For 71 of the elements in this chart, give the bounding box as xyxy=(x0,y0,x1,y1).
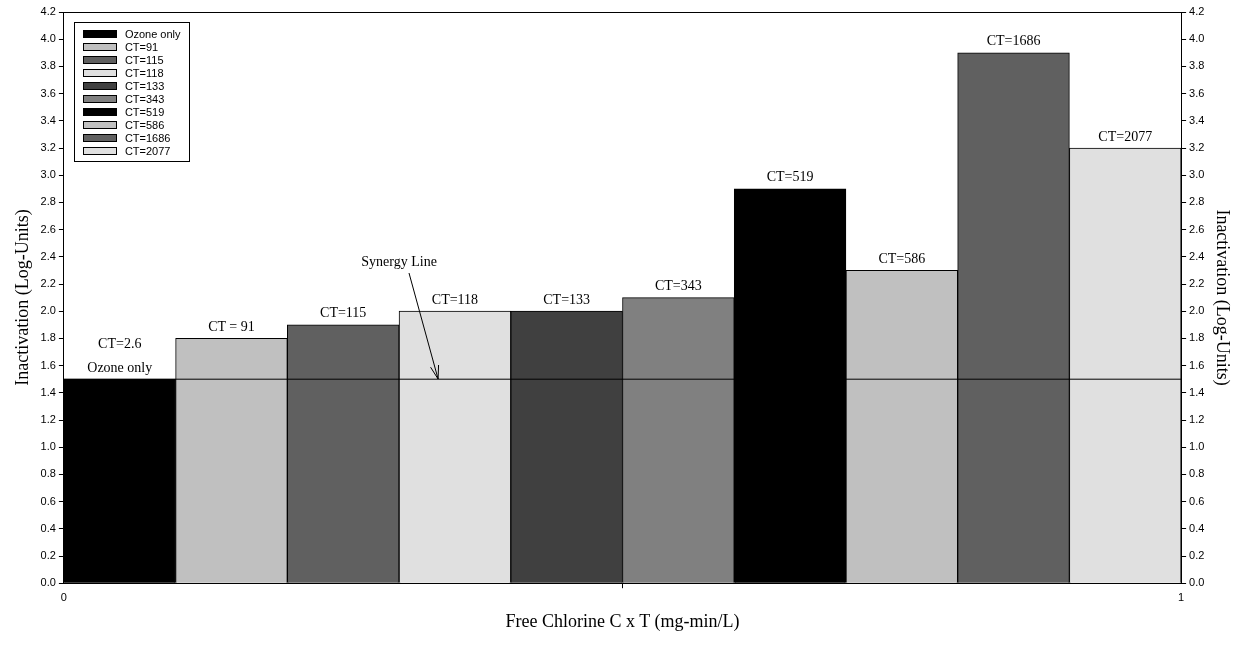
annotation: CT=586 xyxy=(878,251,926,267)
y-tick-label: 3.2 xyxy=(40,141,56,154)
y2-tick-label: 1.6 xyxy=(1189,358,1205,371)
annotation: CT = 91 xyxy=(208,319,255,335)
y2-tick-label: 2.4 xyxy=(1189,249,1205,262)
y-tick-label: 1.6 xyxy=(40,358,56,371)
y2-tick-label: 2.8 xyxy=(1189,195,1205,208)
y-tick-label: 0.2 xyxy=(40,549,56,562)
x-axis-title: Free Chlorine C x T (mg-min/L) xyxy=(505,610,740,632)
y2-axis-title: Inactivation (Log-Units) xyxy=(1212,209,1234,386)
y-tick-label: 1.8 xyxy=(40,331,56,344)
y2-tick-label: 1.2 xyxy=(1189,413,1205,426)
y2-tick-label: 3.0 xyxy=(1189,168,1205,181)
y-tick-label: 3.0 xyxy=(40,168,56,181)
x-tick-label: 0 xyxy=(60,590,67,603)
legend-label: CT=343 xyxy=(124,92,165,105)
annotation: CT=115 xyxy=(320,305,367,321)
y-tick-label: 0.0 xyxy=(40,576,56,589)
annotation: CT=519 xyxy=(766,169,814,185)
y-tick-label: 1.4 xyxy=(40,385,56,398)
y-tick-label: 3.8 xyxy=(40,59,56,72)
y-tick-label: 3.6 xyxy=(40,86,56,99)
y-axis-title: Inactivation (Log-Units) xyxy=(11,209,33,386)
y2-tick-label: 2.2 xyxy=(1189,277,1205,290)
legend-label: CT=115 xyxy=(124,53,164,66)
y2-tick-label: 3.6 xyxy=(1189,86,1205,99)
y-tick-label: 2.0 xyxy=(40,304,56,317)
y-tick-label: 2.6 xyxy=(40,222,56,235)
y-tick-label: 4.2 xyxy=(40,5,56,18)
y2-tick-label: 1.8 xyxy=(1189,331,1205,344)
y-tick-label: 1.0 xyxy=(40,440,56,453)
y2-tick-label: 1.4 xyxy=(1189,385,1205,398)
legend-label: CT=133 xyxy=(124,79,165,92)
y2-tick-label: 3.8 xyxy=(1189,59,1205,72)
annotation: CT=2.6 xyxy=(98,335,142,351)
y2-tick-label: 2.6 xyxy=(1189,222,1205,235)
legend-label: CT=1686 xyxy=(124,131,171,144)
y-tick-label: 0.6 xyxy=(40,494,56,507)
legend-label: CT=2077 xyxy=(124,144,171,157)
y2-tick-label: 3.4 xyxy=(1189,113,1205,126)
y-tick-label: 3.4 xyxy=(40,113,56,126)
y-tick-label: 2.4 xyxy=(40,249,56,262)
y-tick-label: 0.4 xyxy=(40,521,56,534)
y2-tick-label: 2.0 xyxy=(1189,304,1205,317)
y-tick-label: 0.8 xyxy=(40,467,56,480)
y2-tick-label: 1.0 xyxy=(1189,440,1205,453)
y2-tick-label: 4.2 xyxy=(1189,5,1205,18)
annotation: CT=118 xyxy=(431,291,479,307)
annotation: CT=1686 xyxy=(986,33,1041,49)
legend-label: CT=118 xyxy=(124,66,164,79)
ref-line-label: Synergy Line xyxy=(361,253,437,269)
y2-tick-label: 0.0 xyxy=(1189,576,1205,589)
y-tick-label: 4.0 xyxy=(40,32,56,45)
y2-tick-label: 0.4 xyxy=(1189,521,1205,534)
annotation: Ozone only xyxy=(87,359,153,375)
annotation: CT=133 xyxy=(543,291,591,307)
y2-tick-label: 0.6 xyxy=(1189,494,1205,507)
legend-label: CT=519 xyxy=(124,105,165,118)
legend-label: CT=91 xyxy=(124,40,159,53)
x-tick-label: 1 xyxy=(1178,590,1185,603)
annotation: CT=343 xyxy=(654,278,702,294)
legend-label: CT=586 xyxy=(124,118,165,131)
y2-tick-label: 0.2 xyxy=(1189,549,1205,562)
y2-tick-label: 4.0 xyxy=(1189,32,1205,45)
y2-tick-label: 0.8 xyxy=(1189,467,1205,480)
y-tick-label: 2.8 xyxy=(40,195,56,208)
legend-label: Ozone only xyxy=(124,27,181,40)
y-tick-label: 2.2 xyxy=(40,277,56,290)
y-tick-label: 1.2 xyxy=(40,413,56,426)
y2-tick-label: 3.2 xyxy=(1189,141,1205,154)
annotation: CT=2077 xyxy=(1098,128,1153,144)
